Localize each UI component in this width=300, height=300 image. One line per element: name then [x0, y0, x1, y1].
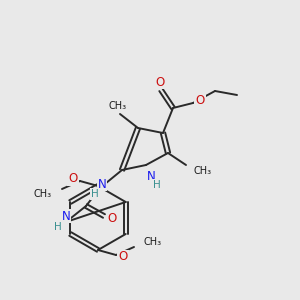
- Text: H: H: [91, 189, 99, 199]
- Text: CH₃: CH₃: [109, 101, 127, 111]
- Text: H: H: [153, 180, 161, 190]
- Text: CH₃: CH₃: [194, 166, 212, 176]
- Text: H: H: [54, 222, 62, 232]
- Text: N: N: [98, 178, 106, 190]
- Text: CH₃: CH₃: [34, 189, 52, 199]
- Text: O: O: [68, 172, 78, 185]
- Text: O: O: [155, 76, 165, 88]
- Text: O: O: [118, 250, 127, 263]
- Text: O: O: [107, 212, 117, 224]
- Text: O: O: [195, 94, 205, 107]
- Text: N: N: [61, 209, 70, 223]
- Text: CH₃: CH₃: [144, 237, 162, 247]
- Text: N: N: [147, 170, 155, 184]
